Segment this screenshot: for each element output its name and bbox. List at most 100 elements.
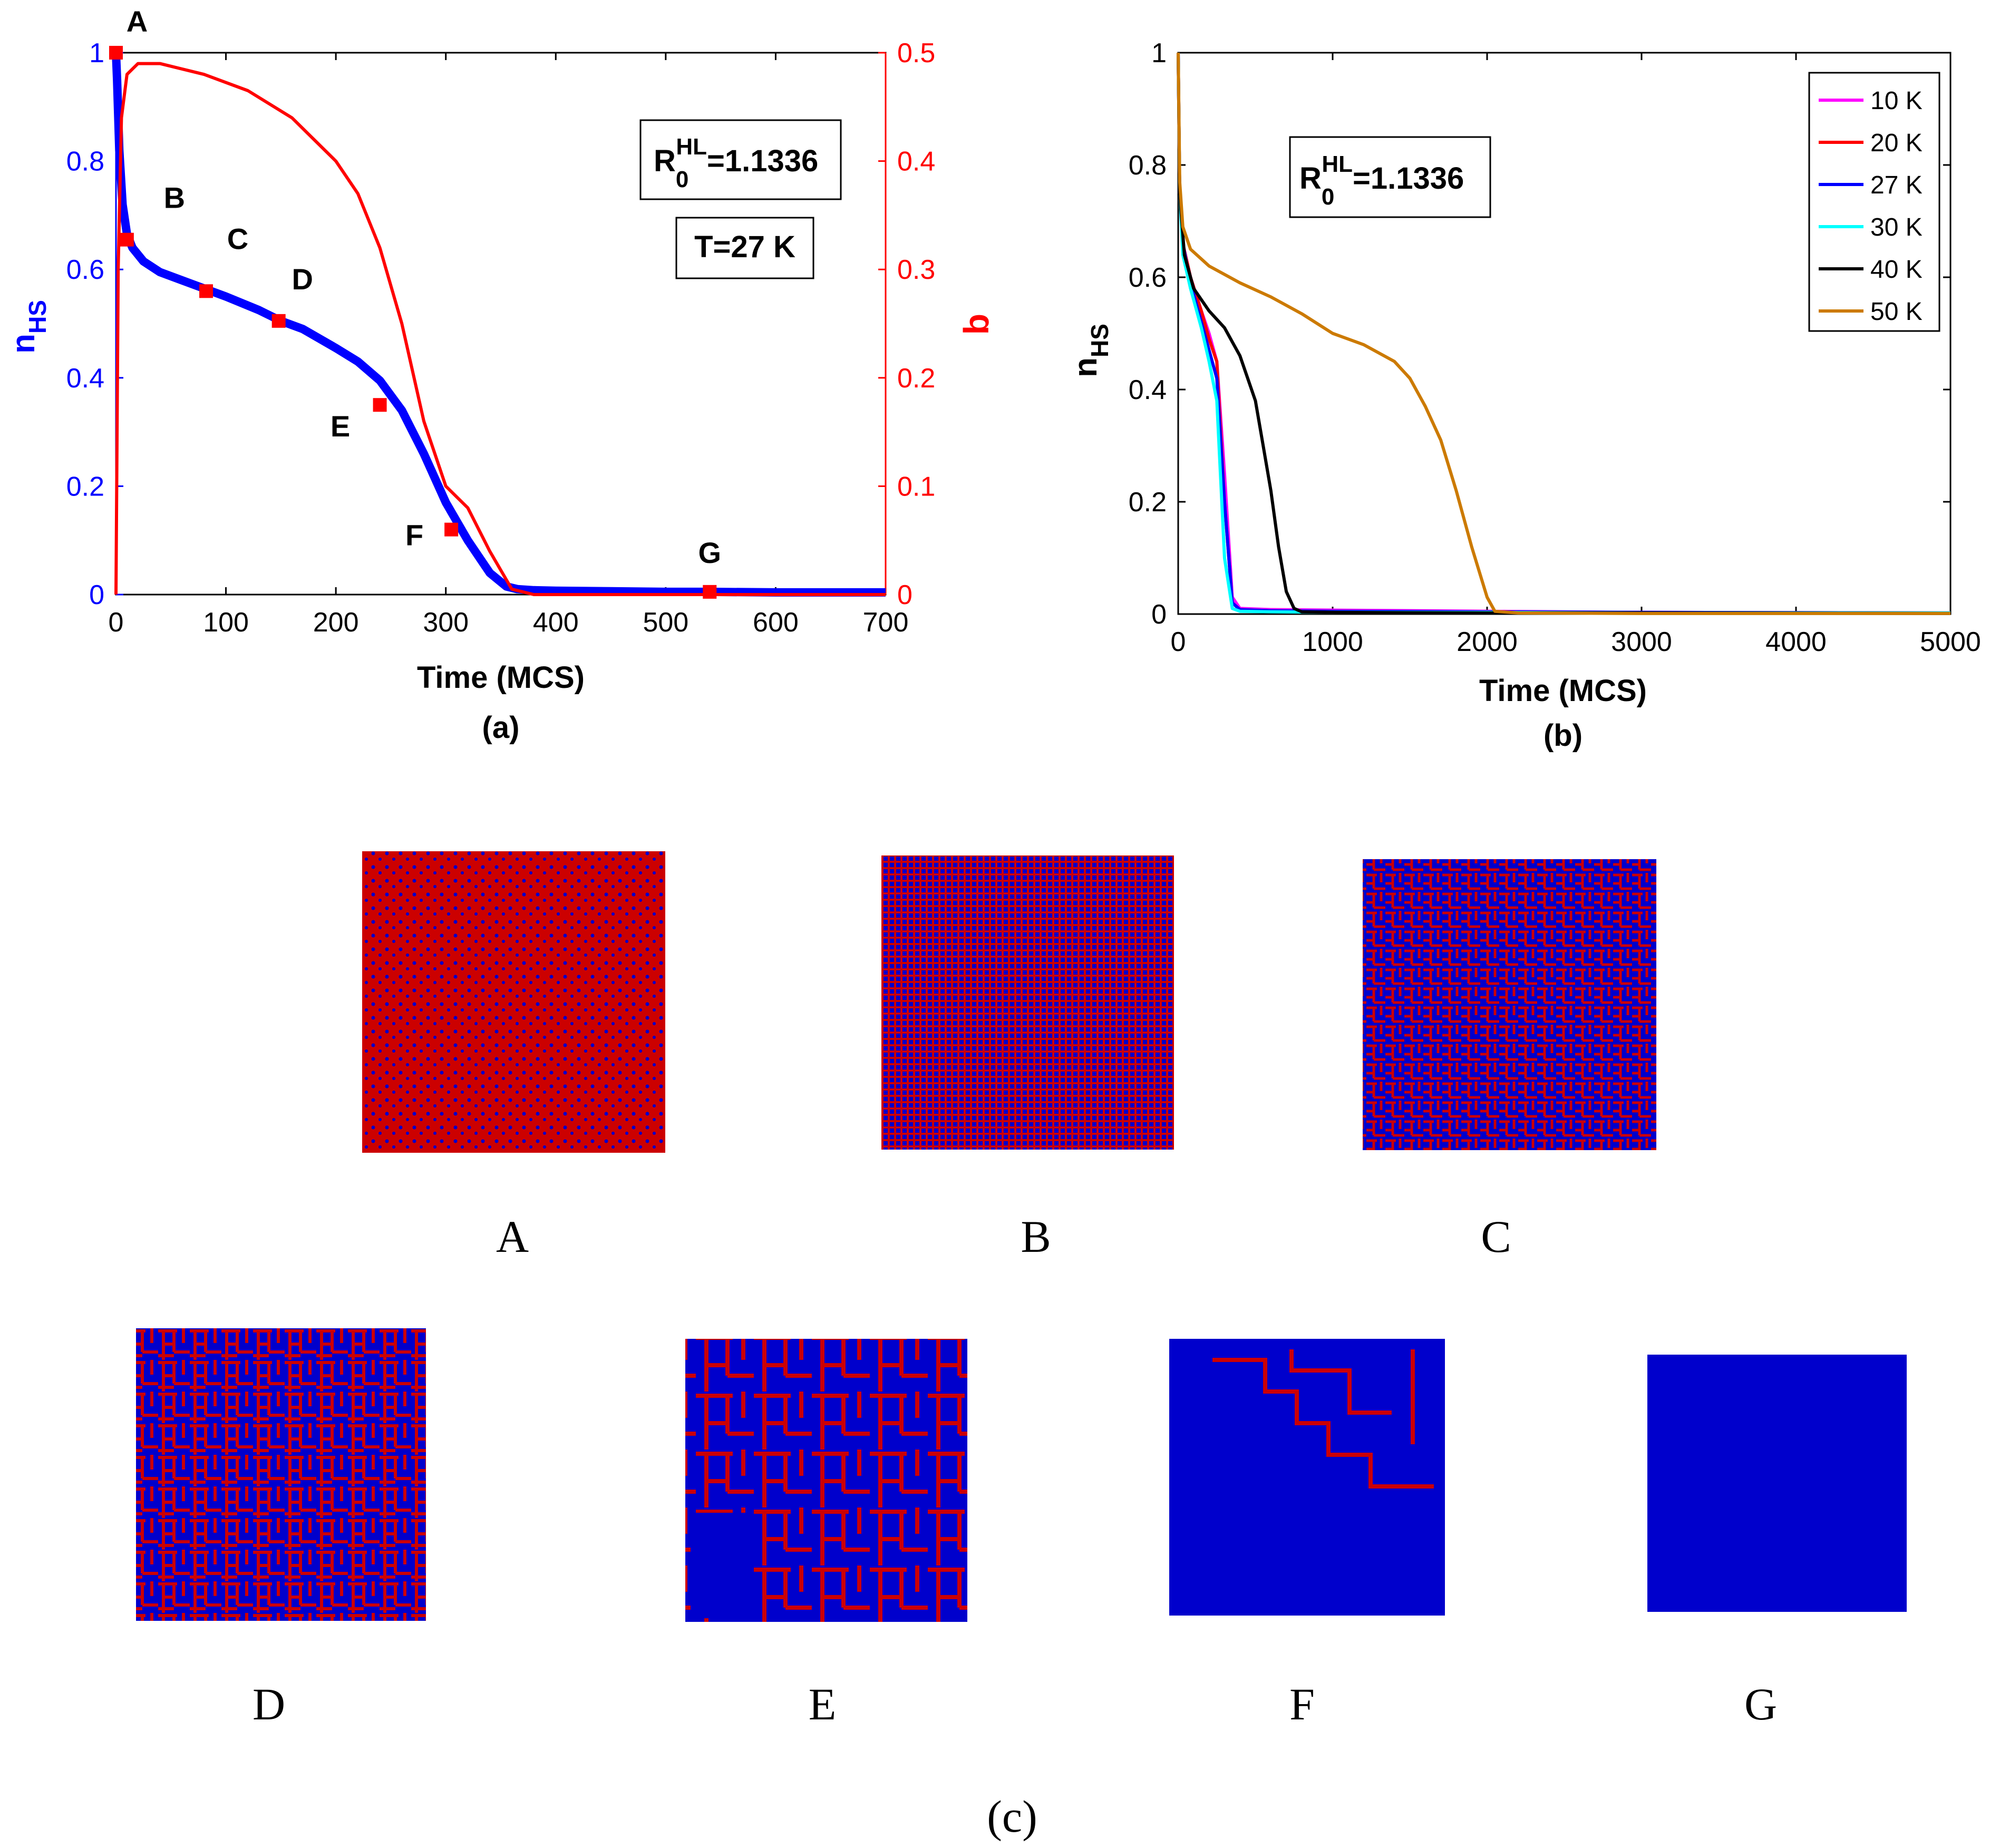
a-marker-f bbox=[444, 522, 459, 537]
a-right-tick-label: 0.4 bbox=[897, 147, 935, 177]
a-r-sub: 0 bbox=[676, 167, 688, 192]
b-x-tick-label: 1000 bbox=[1302, 627, 1363, 657]
snapshot-g-label: G bbox=[1744, 1679, 1777, 1729]
a-marker-a bbox=[109, 46, 123, 60]
a-left-tick-label: 0.6 bbox=[66, 255, 104, 285]
a-left-tick-label: 0 bbox=[89, 580, 104, 610]
panel-a-right-ticks: 0 0.1 0.2 0.3 0.4 0.5 bbox=[878, 38, 935, 610]
b-y-tick-label: 0.8 bbox=[1129, 150, 1167, 181]
panel-b-x-ticks: 0 1000 2000 3000 4000 5000 bbox=[1171, 53, 1981, 657]
a-temperature-label: T=27 K bbox=[694, 230, 795, 264]
b-series-line-50k bbox=[1177, 52, 1950, 615]
panel-a-series bbox=[112, 52, 886, 597]
a-x-tick-label: 0 bbox=[109, 607, 124, 638]
a-marker-g bbox=[703, 585, 717, 599]
a-left-tick-label: 0.8 bbox=[66, 147, 104, 177]
b-r-sup: HL bbox=[1322, 151, 1353, 177]
snapshot-a: A bbox=[362, 851, 665, 1262]
b-r-label: R bbox=[1299, 161, 1322, 196]
a-marker-b bbox=[120, 232, 134, 247]
panel-a-markers: A B C D E F G bbox=[109, 5, 721, 599]
a-left-tick-label: 1 bbox=[89, 38, 104, 69]
b-r-value: =1.1336 bbox=[1353, 161, 1464, 196]
b-y-tick-label: 0.2 bbox=[1129, 487, 1167, 518]
b-y-tick-label: 1 bbox=[1151, 38, 1167, 69]
a-marker-label-a: A bbox=[127, 5, 148, 38]
b-legend-label: 20 K bbox=[1870, 129, 1923, 157]
b-legend-label: 40 K bbox=[1870, 256, 1923, 284]
a-left-tick-label: 0.4 bbox=[66, 363, 104, 394]
b-legend-label: 27 K bbox=[1870, 171, 1923, 199]
panel-a-x-axis-label: Time (MCS) bbox=[417, 660, 585, 695]
panel-b-x-axis-label: Time (MCS) bbox=[1479, 674, 1647, 708]
a-marker-label-f: F bbox=[405, 519, 423, 552]
svg-text:R0HL=1.1336: R0 HL=1.1336 bbox=[1299, 151, 1464, 210]
panel-b-y-ticks: 0 0.2 0.4 0.6 0.8 1 bbox=[1129, 38, 1950, 630]
a-right-tick-label: 0.5 bbox=[897, 38, 935, 69]
a-x-tick-label: 600 bbox=[753, 607, 799, 638]
panel-a-x-ticks: 0 100 200 300 400 500 600 700 bbox=[109, 53, 909, 638]
panel-a-chart: 0 100 200 300 400 500 600 700 00.20.40.60.81 00… bbox=[5, 5, 1002, 745]
panel-a-caption: (a) bbox=[482, 711, 520, 745]
a-x-tick-label: 500 bbox=[643, 607, 688, 638]
b-x-tick-label: 3000 bbox=[1611, 627, 1672, 657]
b-y-tick-label: 0.4 bbox=[1129, 375, 1167, 405]
a-marker-label-d: D bbox=[292, 262, 313, 296]
panel-a-r-annotation: R0 HL=1.1336 bbox=[639, 119, 842, 200]
panel-b-caption: (b) bbox=[1544, 718, 1583, 753]
panel-a-right-axis-label: q bbox=[963, 314, 1002, 335]
a-marker-c bbox=[199, 284, 213, 298]
panel-b-legend: 10 K 20 K 27 K 30 K 40 K 50 K bbox=[1808, 72, 1940, 332]
a-series-line-nhs bbox=[112, 52, 886, 597]
b-legend-label: 10 K bbox=[1870, 87, 1923, 115]
snapshot-f: F bbox=[1169, 1339, 1445, 1729]
svg-text:R0HL=1.1336: R0 HL=1.1336 bbox=[654, 134, 818, 192]
snapshot-f-label: F bbox=[1289, 1679, 1315, 1729]
a-marker-label-g: G bbox=[698, 536, 722, 569]
a-marker-e bbox=[373, 398, 387, 412]
b-x-tick-label: 4000 bbox=[1765, 627, 1827, 657]
b-r-sub: 0 bbox=[1322, 184, 1334, 210]
a-x-tick-label: 300 bbox=[423, 607, 469, 638]
a-series-line-q bbox=[114, 62, 886, 596]
b-series-line-40k bbox=[1177, 52, 1951, 615]
a-x-tick-label: 200 bbox=[313, 607, 359, 638]
a-r-value: =1.1336 bbox=[707, 144, 818, 178]
b-y-tick-label: 0.6 bbox=[1129, 262, 1167, 293]
b-legend-label: 30 K bbox=[1870, 213, 1923, 241]
snapshot-a-label: A bbox=[496, 1211, 529, 1262]
snapshot-d: D bbox=[136, 1328, 426, 1729]
snapshot-e: E bbox=[685, 1339, 967, 1729]
a-marker-label-c: C bbox=[227, 222, 248, 255]
a-marker-label-b: B bbox=[164, 181, 185, 215]
a-right-tick-label: 0 bbox=[897, 580, 913, 610]
snapshot-b-label: B bbox=[1021, 1211, 1051, 1262]
a-right-tick-label: 0.1 bbox=[897, 471, 935, 502]
panel-b-chart: 0 1000 2000 3000 4000 5000 00.20.40.60.81 R0H… bbox=[1067, 38, 1981, 753]
panel-c-caption: (c) bbox=[987, 1791, 1037, 1842]
b-legend-label: 50 K bbox=[1870, 298, 1923, 326]
a-right-tick-label: 0.3 bbox=[897, 255, 935, 285]
panel-a-temperature-annotation: T=27 K bbox=[675, 217, 814, 279]
a-r-sup: HL bbox=[676, 134, 707, 160]
a-x-tick-label: 100 bbox=[203, 607, 249, 638]
a-right-tick-label: 0.2 bbox=[897, 363, 935, 394]
a-marker-label-e: E bbox=[331, 410, 350, 443]
a-x-tick-label: 400 bbox=[533, 607, 579, 638]
a-x-tick-label: 700 bbox=[863, 607, 909, 638]
snapshot-c-label: C bbox=[1481, 1211, 1511, 1262]
panel-b-series bbox=[1177, 52, 1951, 615]
snapshot-b: B bbox=[881, 855, 1174, 1262]
a-left-tick-label: 0.2 bbox=[66, 471, 104, 502]
panel-c-snapshots: A B C D E F G (c) bbox=[136, 851, 1907, 1842]
b-y-tick-label: 0 bbox=[1151, 599, 1167, 630]
b-x-tick-label: 5000 bbox=[1920, 627, 1981, 657]
snapshot-g: G bbox=[1647, 1355, 1907, 1729]
snapshot-c: C bbox=[1363, 859, 1656, 1262]
b-x-tick-label: 0 bbox=[1171, 627, 1186, 657]
snapshot-e-label: E bbox=[809, 1679, 837, 1729]
a-r-label: R bbox=[654, 144, 676, 178]
panel-b-r-annotation: R0 HL=1.1336 bbox=[1289, 136, 1491, 218]
snapshot-d-label: D bbox=[253, 1679, 285, 1729]
